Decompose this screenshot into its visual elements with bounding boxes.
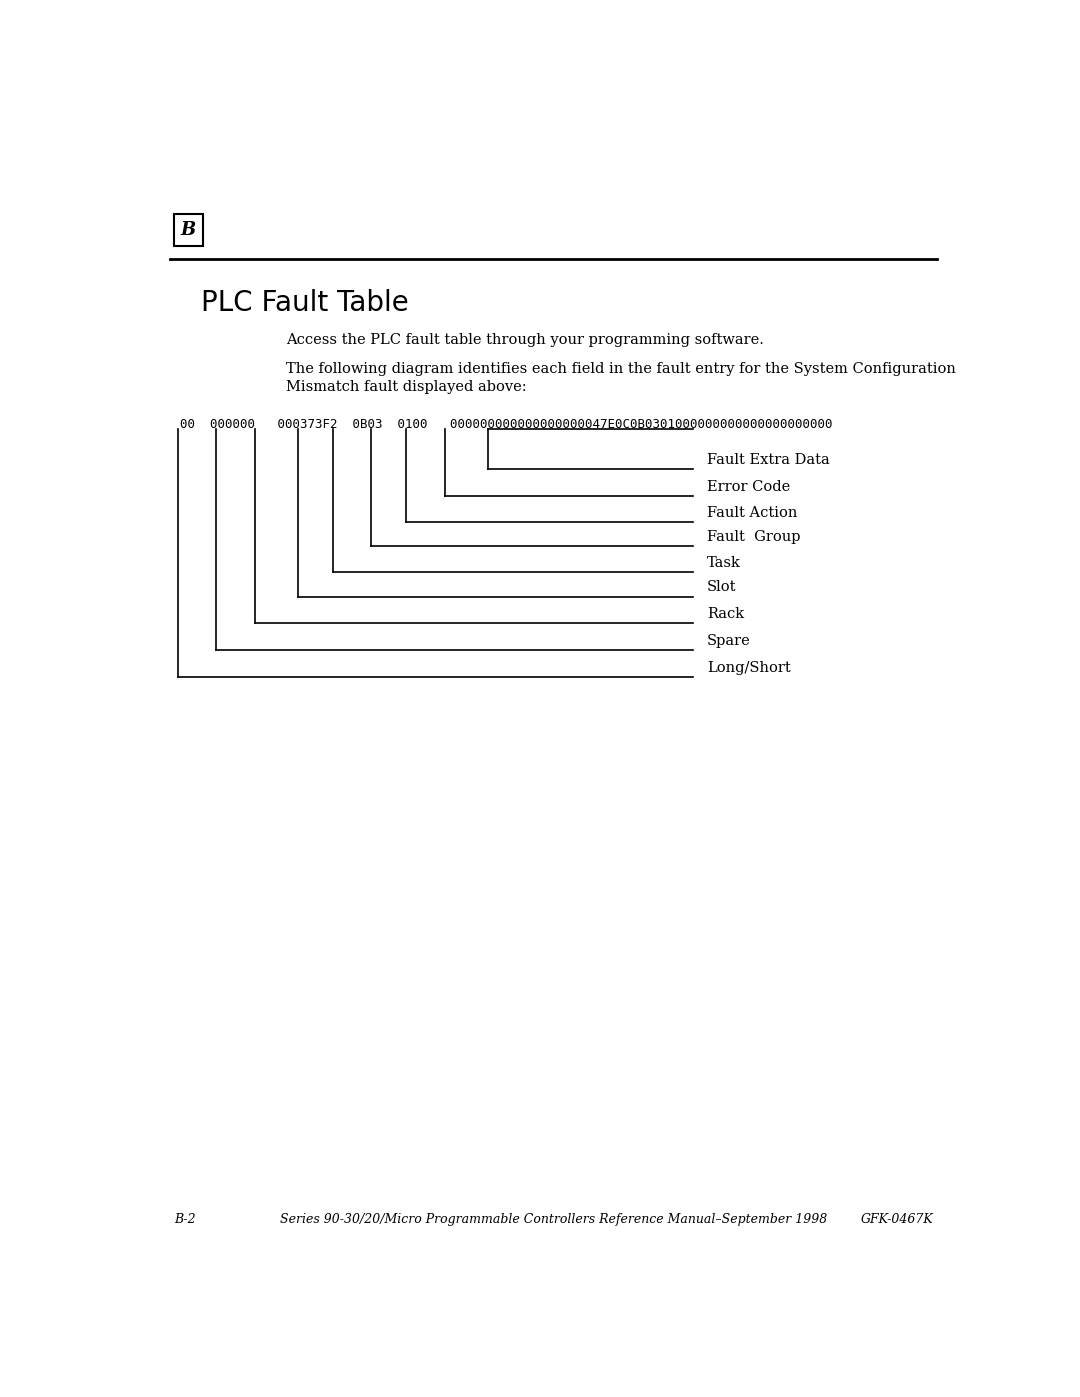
- Text: B-2: B-2: [174, 1214, 195, 1227]
- Text: Error Code: Error Code: [707, 481, 791, 495]
- Text: Fault Extra Data: Fault Extra Data: [707, 453, 829, 467]
- Text: GFK-0467K: GFK-0467K: [861, 1214, 933, 1227]
- Text: Long/Short: Long/Short: [707, 661, 791, 675]
- Text: Access the PLC fault table through your programming software.: Access the PLC fault table through your …: [286, 334, 764, 348]
- Text: Fault  Group: Fault Group: [707, 531, 800, 545]
- Text: Series 90-30/20/Micro Programmable Controllers Reference Manual–September 1998: Series 90-30/20/Micro Programmable Contr…: [280, 1214, 827, 1227]
- Text: The following diagram identifies each field in the fault entry for the System Co: The following diagram identifies each fi…: [286, 362, 956, 394]
- Text: PLC Fault Table: PLC Fault Table: [201, 289, 408, 317]
- Text: Spare: Spare: [707, 634, 751, 648]
- Text: Task: Task: [707, 556, 741, 570]
- Text: 00  000000   000373F2  0B03  0100   000000000000000000047E0C0B030100000000000000: 00 000000 000373F2 0B03 0100 00000000000…: [180, 418, 833, 430]
- Text: Slot: Slot: [707, 580, 737, 594]
- Text: B: B: [180, 221, 197, 239]
- FancyBboxPatch shape: [174, 214, 203, 246]
- Text: Rack: Rack: [707, 608, 744, 622]
- Text: Fault Action: Fault Action: [707, 506, 797, 520]
